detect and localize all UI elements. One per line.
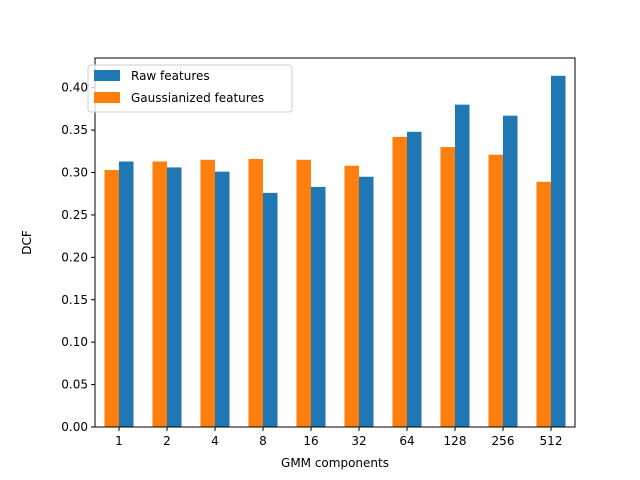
y-axis-label: DCF — [20, 230, 34, 255]
bar-raw-256 — [503, 115, 518, 427]
legend-label-raw: Raw features — [131, 69, 210, 83]
plot-frame — [94, 57, 576, 428]
y-tick-label: 0.40 — [61, 81, 88, 95]
bar-gaussianized-4 — [200, 159, 215, 428]
x-tick-label: 1 — [115, 434, 123, 448]
x-tick-label: 16 — [303, 434, 318, 448]
bar-raw-2 — [167, 167, 182, 427]
x-tick-label: 256 — [492, 434, 515, 448]
x-axis-label: GMM components — [281, 456, 389, 470]
x-tick-label: 4 — [211, 434, 219, 448]
y-tick-label: 0.35 — [61, 123, 88, 137]
y-tick-label: 0.25 — [61, 208, 88, 222]
bar-raw-4 — [215, 171, 230, 427]
y-tick-label: 0.00 — [61, 420, 88, 434]
legend-label-gaussianized: Gaussianized features — [131, 91, 264, 105]
bar-gaussianized-128 — [440, 147, 455, 427]
bar-raw-32 — [359, 176, 374, 427]
bar-raw-64 — [407, 131, 422, 428]
bar-gaussianized-1 — [104, 169, 119, 427]
y-tick-label: 0.10 — [61, 335, 88, 349]
legend-swatch-gaussianized — [94, 92, 120, 103]
bar-raw-1 — [119, 161, 134, 427]
legend-box — [87, 64, 293, 113]
x-tick-label: 512 — [540, 434, 563, 448]
y-tick-label: 0.30 — [61, 166, 88, 180]
x-tick-label: 32 — [351, 434, 366, 448]
bar-gaussianized-64 — [392, 136, 407, 427]
y-tick-label: 0.05 — [61, 378, 88, 392]
x-tick-label: 2 — [163, 434, 171, 448]
bars-layer — [104, 75, 566, 428]
legend: Raw features Gaussianized features — [87, 64, 293, 113]
x-tick-label: 64 — [399, 434, 414, 448]
x-tick-label: 128 — [444, 434, 467, 448]
bar-raw-128 — [455, 104, 470, 427]
bar-gaussianized-256 — [488, 154, 503, 428]
bar-gaussianized-32 — [344, 165, 359, 428]
bar-gaussianized-2 — [152, 161, 167, 427]
bar-gaussianized-16 — [296, 159, 311, 428]
bar-raw-512 — [551, 75, 566, 428]
bar-raw-8 — [263, 192, 278, 427]
x-axis: 1 2 4 8 16 32 64 128 256 512 — [115, 427, 562, 448]
y-tick-label: 0.20 — [61, 250, 88, 264]
legend-swatch-raw — [94, 70, 120, 81]
y-axis: 0.00 0.05 0.10 0.15 0.20 0.25 0.30 0.35 0.40 — [61, 81, 95, 434]
bar-raw-16 — [311, 186, 326, 427]
bar-gaussianized-512 — [536, 181, 551, 427]
bar-gaussianized-8 — [248, 158, 263, 427]
y-tick-label: 0.15 — [61, 293, 88, 307]
x-tick-label: 8 — [259, 434, 267, 448]
